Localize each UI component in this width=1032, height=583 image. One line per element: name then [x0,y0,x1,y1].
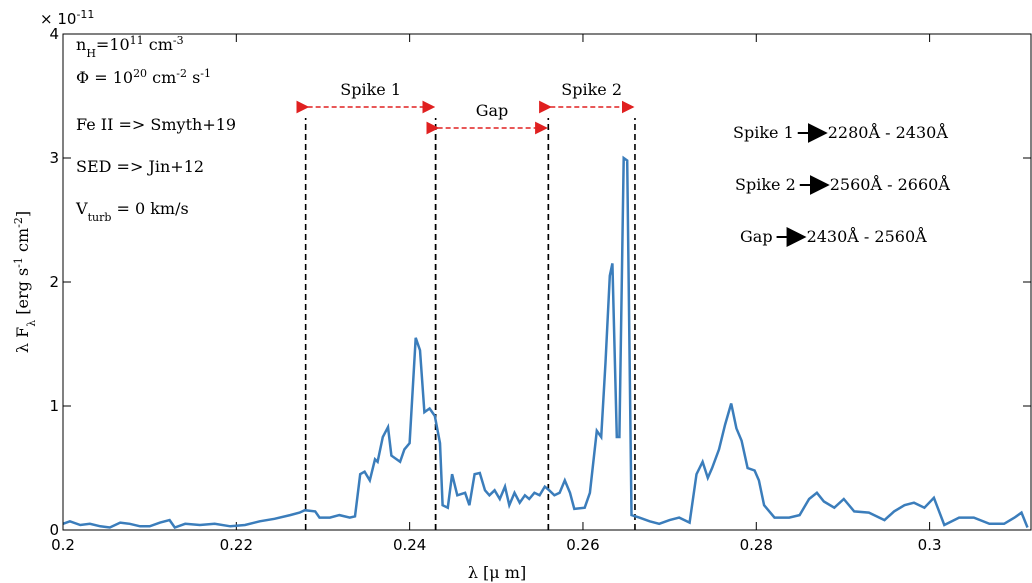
y-axis-label: λ Fλ [erg s-1 cm-2] [12,211,38,353]
text-part: n [76,35,86,54]
text-part: λ F [13,327,32,353]
y-tick-label: 0 [49,521,59,539]
text-part: 11 [130,34,144,47]
range-value: 2560Å - 2660Å [830,174,951,194]
text-part: H [86,47,96,60]
note: SED => Jin+12 [76,157,204,176]
y-tick-label: 2 [49,273,59,291]
text-part: -11 [76,8,94,21]
y-tick-label: 4 [49,25,59,43]
x-tick-label: 0.22 [220,536,253,554]
text-part: = 0 km/s [111,199,188,218]
x-tick-label: 0.26 [566,536,599,554]
text-part: Φ = 10 [76,68,133,87]
range-value: 2280Å - 2430Å [828,122,949,142]
x-tick-label: 0.2 [51,536,75,554]
text-part: λ [25,320,38,327]
text-part: -2 [176,67,187,80]
line [62,155,1029,529]
range-label: Spike 2 [735,175,796,194]
text-part: Fe II => Smyth+19 [76,115,236,134]
text-part: 20 [133,67,147,80]
text-part: cm [13,228,32,257]
note: nH=1011 cm-3 [76,34,184,60]
text-part: s [187,68,200,87]
text-part: ] [13,211,32,217]
x-tick-label: 0.3 [918,536,942,554]
text-part: × 10 [40,10,76,28]
x-axis-label: λ [μ m] [468,563,526,582]
text-part: SED => Jin+12 [76,157,204,176]
text-part: [erg s [13,268,32,320]
range-value: 2430Å - 2560Å [807,226,928,246]
text-part: =10 [96,35,130,54]
plot-frame [62,33,1032,531]
x-tick-label: 0.28 [740,536,773,554]
region-label: Spike 2 [561,80,622,99]
note: Vturb = 0 km/s [75,199,189,224]
text-part: cm [147,68,176,87]
text-part: cm [144,35,173,54]
text-part: turb [88,211,112,224]
multiplier: × 10-11 [40,8,94,29]
text-part: -1 [12,257,25,268]
region-label: Spike 1 [340,80,401,99]
text-part: V [75,199,88,218]
x-tick-label: 0.24 [393,536,426,554]
text-part: -1 [200,67,211,80]
text-part: -2 [12,217,25,228]
range-label: Spike 1 [733,123,794,142]
note: Fe II => Smyth+19 [76,115,236,134]
text-part: -3 [173,34,184,47]
y-tick-label: 3 [49,149,59,167]
text-part: λ [μ m] [468,563,526,582]
note: Φ = 1020 cm-2 s-1 [76,67,211,88]
y-tick-label: 1 [49,397,59,415]
range-label: Gap [740,227,773,246]
region-label: Gap [476,101,509,120]
